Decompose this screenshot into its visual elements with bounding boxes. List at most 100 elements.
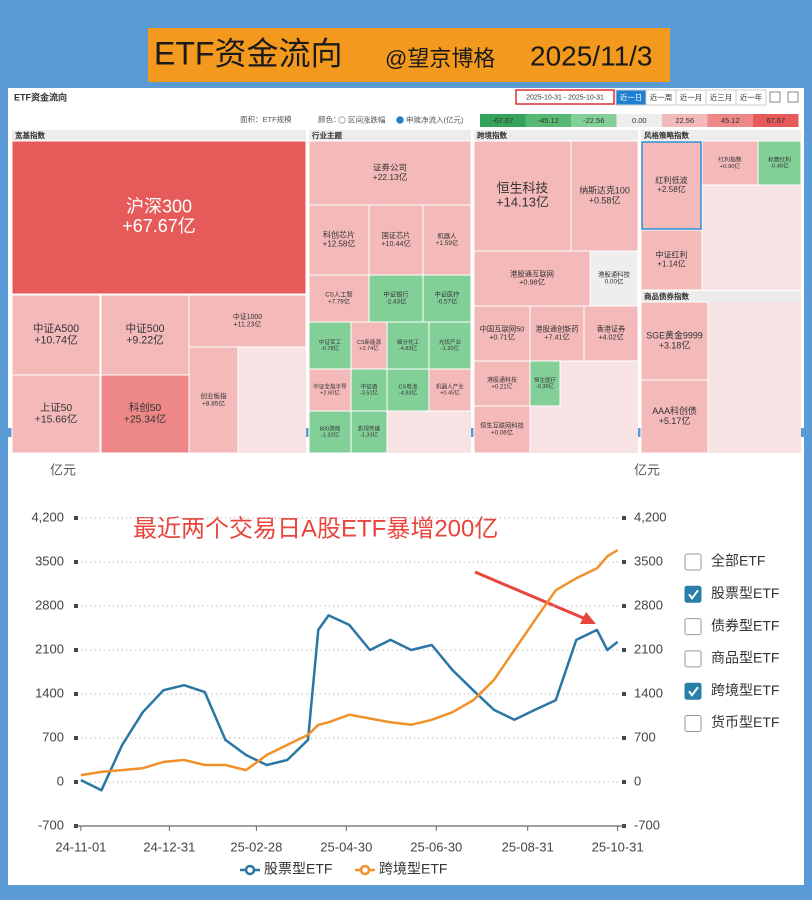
y-tick-label: 2100 — [35, 641, 64, 656]
tile-value: -2.43亿 — [386, 297, 407, 306]
treemap-tile — [308, 204, 370, 276]
legend-marker — [244, 864, 256, 876]
tile-name: 港股通科技 — [487, 376, 517, 384]
tile-name: 中证医疗 — [435, 290, 460, 299]
treemap-title: ETF资金流向 — [14, 91, 67, 102]
tile-name: 标普红利 — [768, 155, 791, 163]
radio[interactable] — [338, 116, 346, 124]
icon-table[interactable] — [769, 91, 781, 103]
tile-value: +7.41亿 — [544, 332, 569, 341]
group-header — [309, 130, 471, 141]
period-label: 近一周 — [650, 92, 673, 102]
tile-name: 港股通互联网 — [510, 269, 554, 278]
treemap-tile — [100, 294, 190, 376]
tile-value: +1.59亿 — [436, 238, 459, 247]
checkbox[interactable] — [684, 585, 702, 603]
checkbox[interactable] — [684, 553, 702, 571]
y-tick-mark — [74, 604, 78, 608]
tile-name: 机器人 — [437, 231, 457, 240]
y2-tick-mark — [622, 560, 626, 564]
filter-label: 债券型ETF — [711, 617, 779, 633]
tile-name: 香港证券 — [597, 324, 626, 333]
legend-label: 跨境型ETF — [379, 861, 447, 877]
group-header — [474, 130, 638, 141]
y-tick-mark — [74, 648, 78, 652]
treemap-tile — [640, 229, 703, 291]
color-scale-label: -45.12 — [538, 116, 559, 125]
tile-value: +0.21亿 — [491, 382, 512, 390]
tile-name: 科创50 — [129, 401, 162, 414]
color-swatch — [707, 114, 753, 127]
radio-label: 申赎净流入(亿元) — [406, 114, 464, 124]
y-tick-label: 1400 — [35, 685, 64, 700]
y-tick-mark — [74, 736, 78, 740]
tile-name: 中证A500 — [33, 322, 79, 335]
tile-name: 中证银行 — [384, 290, 409, 299]
tile-value: +14.13亿 — [496, 195, 549, 210]
tile-value: -4.83亿 — [399, 344, 418, 352]
tile-name: 恒生医疗 — [534, 376, 557, 384]
tile-value: +1.14亿 — [657, 259, 685, 269]
color-swatch — [525, 114, 571, 127]
treemap-tile — [422, 274, 472, 323]
tile-name: 恒生科技 — [497, 180, 549, 195]
tile-name: 中证全指半导 — [313, 382, 347, 390]
checkbox[interactable] — [684, 682, 702, 700]
tile-value: -4.83亿 — [399, 389, 418, 397]
tile-name: 港股通创新药 — [535, 324, 578, 333]
tile-value: -0.46亿 — [770, 162, 789, 170]
tile-name: 红利低波 — [655, 175, 688, 185]
color-swatch — [480, 114, 526, 127]
checkbox[interactable] — [684, 618, 702, 636]
tile-name: 创业板指 — [200, 391, 227, 400]
x-tick-label: 24-12-31 — [143, 839, 195, 854]
tile-name: 光伏产业 — [439, 338, 462, 346]
tile-value: 0.00亿 — [605, 277, 624, 286]
color-swatch — [616, 114, 662, 127]
x-tick-label: 25-02-28 — [230, 839, 282, 854]
annotation: 最近两个交易日A股ETF暴增200亿 — [133, 515, 498, 542]
group-header — [641, 130, 801, 141]
tile-value: +67.67亿 — [122, 216, 196, 236]
tile-name: 中国互联网50 — [480, 324, 525, 333]
treemap-tile — [350, 368, 388, 412]
period-label: 近一日 — [620, 92, 643, 102]
tile-value: +25.34亿 — [124, 412, 166, 425]
filter-label: 货币型ETF — [711, 714, 779, 730]
period-button[interactable] — [735, 89, 767, 106]
y-tick-label: 0 — [57, 773, 64, 788]
y2-tick-label: 2800 — [634, 597, 663, 612]
tile-value: -1.33亿 — [360, 430, 379, 438]
radio[interactable] — [396, 116, 404, 124]
treemap-tile — [11, 374, 101, 454]
tile-name: 中证红利 — [656, 250, 688, 260]
icon-export[interactable] — [787, 91, 799, 103]
treemap-tile — [100, 374, 190, 454]
checkbox[interactable] — [684, 650, 702, 668]
treemap-tile — [11, 140, 307, 295]
color-scale-label: -67.67 — [492, 116, 513, 125]
checkbox[interactable] — [684, 715, 702, 732]
annotation-arrowhead — [580, 612, 596, 624]
checkbox-tick — [688, 686, 699, 697]
y2-tick-mark — [622, 516, 626, 520]
color-scale-label: -22.56 — [583, 116, 604, 125]
tile-value: -1.32亿 — [321, 431, 340, 439]
x-tick-label: 25-04-30 — [320, 839, 372, 854]
line-panel — [8, 437, 804, 885]
y2-tick-label: 3500 — [634, 553, 663, 568]
treemap-tile — [308, 321, 352, 370]
y2-tick-mark — [622, 780, 626, 784]
treemap-tile — [308, 368, 352, 412]
treemap-tile — [583, 305, 639, 362]
tile-value: +8.85亿 — [202, 398, 225, 407]
date-range-box[interactable] — [515, 89, 615, 105]
area-label: 面积：ETF规模 — [240, 114, 292, 124]
tile-value: +12.58亿 — [323, 239, 356, 249]
tile-name: CS电池 — [399, 382, 418, 390]
tile-value: -0.57亿 — [437, 297, 458, 306]
y-tick-label: 3500 — [35, 553, 64, 568]
filter-label: 商品型ETF — [711, 650, 779, 666]
tile-name: SGE黄金9999 — [646, 329, 703, 340]
color-scale-label: 67.67 — [766, 116, 785, 125]
